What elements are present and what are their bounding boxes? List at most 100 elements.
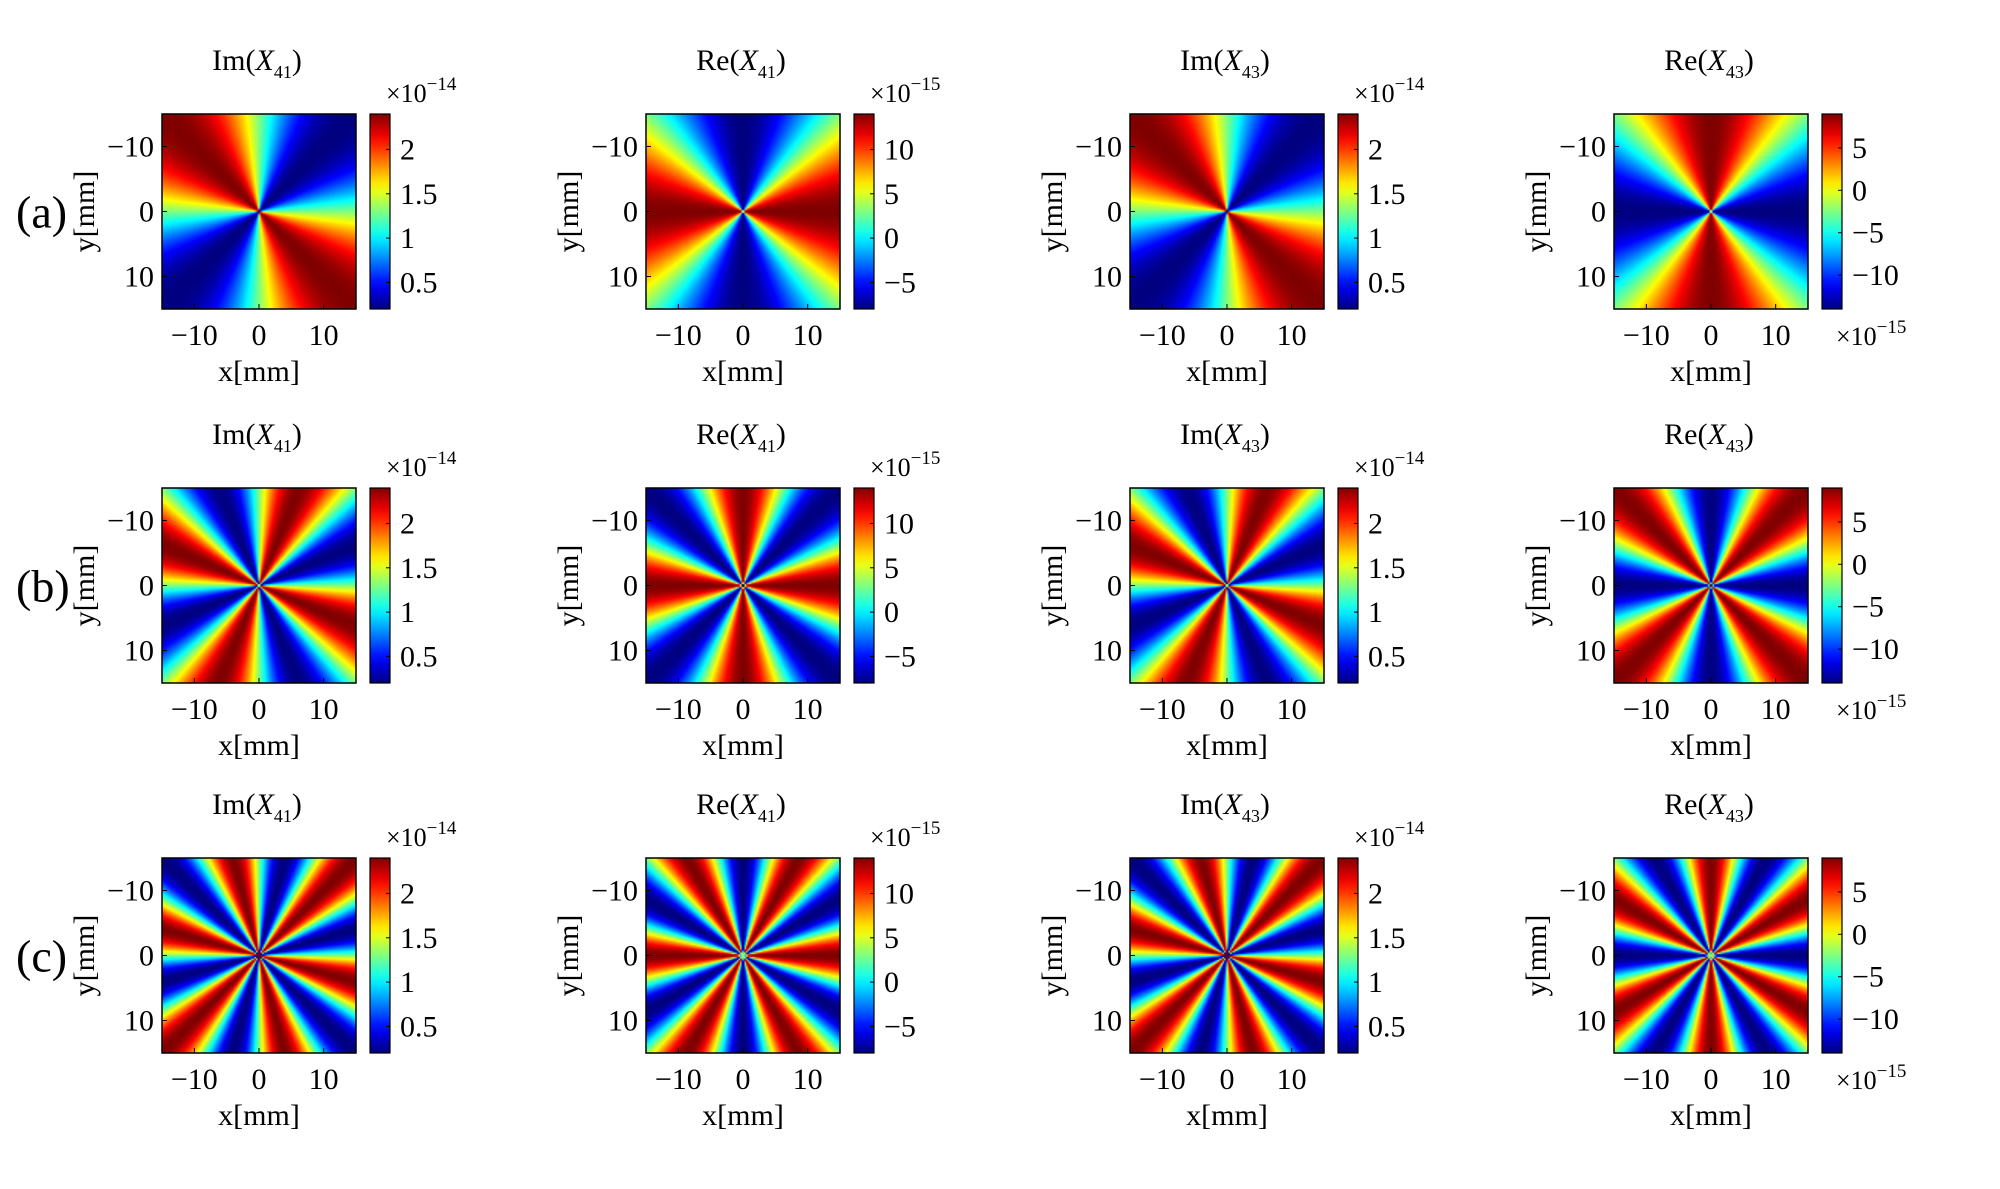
y-axis-label: y[mm] [1036,171,1069,253]
title-variable: X [739,44,760,77]
x-tick-label: −10 [171,1063,218,1096]
colorbar-tick-label: 2 [1368,133,1383,166]
title-variable: X [1707,418,1728,451]
heatmap-image [1614,488,1808,683]
x-tick-label: −10 [1623,319,1670,352]
multiplier-exponent: −14 [1395,448,1425,469]
y-tick-label: 0 [1107,940,1122,973]
y-axis-label: y[mm] [1520,171,1553,253]
y-tick-label: −10 [1559,875,1606,908]
title-subscript: 43 [1242,62,1260,82]
colorbar-tick-label: 0 [1852,548,1867,581]
y-axis-label: y[mm] [1036,915,1069,997]
title-subscript: 43 [1726,436,1744,456]
multiplier-base: ×10 [1354,823,1395,852]
panel-title: Im(X43) [1180,788,1270,826]
panel-b-re43: Re(X43)−10 0 10x[mm]−10010y[mm]50−5−10×10−… [1520,418,1906,762]
x-tick-label: 10 [1761,319,1791,352]
colorbar [853,857,875,1054]
colorbar-tick-label: 1 [1368,966,1383,999]
title-variable: X [739,418,760,451]
colorbar-tick-label: 0 [1852,918,1867,951]
heatmap-image [646,858,840,1053]
x-tick-label: 0 [1704,693,1719,726]
multiplier-exponent: −14 [1395,818,1425,839]
x-axis-label: x[mm] [218,729,300,762]
panel-a-im43: Im(X43)−10 0 10x[mm]−10010y[mm]21.510.5×10… [1036,44,1425,388]
colorbar-tick-label: 1.5 [400,178,438,211]
panel-c-im43: Im(X43)−10 0 10x[mm]−10010y[mm]21.510.5×10… [1036,788,1425,1132]
title-prefix: Im( [1180,44,1223,77]
multiplier-base: ×10 [386,453,427,482]
colorbar-tick-label: 1.5 [1368,178,1406,211]
colorbar-multiplier: ×10−15 [870,448,940,482]
colorbar-multiplier: ×10−15 [1836,317,1906,351]
panel-a-im41: Im(X41)−10 0 10x[mm]−10010y[mm]21.510.5×10… [68,44,457,388]
panel-title: Re(X41) [696,44,786,82]
colorbar-multiplier: ×10−15 [1836,691,1906,725]
colorbar-tick-label: 0 [884,966,899,999]
y-tick-label: 10 [1092,1005,1122,1038]
x-tick-label: 0 [736,319,751,352]
heatmap-image [1614,114,1808,309]
colorbar [1337,857,1359,1054]
x-axis-label: x[mm] [218,355,300,388]
title-prefix: Re( [696,788,739,821]
panel-title: Re(X43) [1664,44,1754,82]
y-tick-label: −10 [1075,505,1122,538]
heatmap-image [646,488,840,683]
multiplier-exponent: −14 [1395,74,1425,95]
colorbar-tick-label: 1 [1368,596,1383,629]
y-tick-label: 10 [1092,635,1122,668]
y-axis-label: y[mm] [552,915,585,997]
y-tick-label: 10 [608,1005,638,1038]
x-axis-label: x[mm] [1186,729,1268,762]
colorbar-tick-label: 1.5 [1368,922,1406,955]
colorbar-tick-label: 0 [884,596,899,629]
colorbar-tick-label: −5 [884,266,916,299]
heatmap-image [162,114,356,309]
y-tick-label: −10 [591,505,638,538]
title-suffix: ) [1260,418,1270,451]
colorbar-multiplier: ×10−15 [870,74,940,108]
colorbar [853,113,875,310]
title-suffix: ) [1744,418,1754,451]
row-label: (c) [16,931,67,982]
x-axis-label: x[mm] [702,355,784,388]
heatmap-image [1130,114,1324,309]
colorbar-tick-label: −5 [1852,961,1884,994]
x-axis-label: x[mm] [702,1099,784,1132]
title-prefix: Im( [212,418,255,451]
colorbar-tick-label: 1 [1368,222,1383,255]
x-tick-label: −10 [171,319,218,352]
x-tick-label: 10 [309,319,339,352]
colorbar-tick-label: 0.5 [1368,266,1406,299]
colorbar-tick-label: 2 [1368,507,1383,540]
multiplier-base: ×10 [870,79,911,108]
x-tick-label: −10 [171,693,218,726]
colorbar-tick-label: 0 [1852,174,1867,207]
y-tick-label: 0 [1591,940,1606,973]
multiplier-exponent: −14 [427,74,457,95]
y-tick-label: −10 [1559,505,1606,538]
title-prefix: Im( [212,788,255,821]
colorbar-tick-label: 1.5 [400,552,438,585]
colorbar-tick-label: 0.5 [400,1010,438,1043]
multiplier-base: ×10 [1836,696,1877,725]
multiplier-base: ×10 [1836,322,1877,351]
x-tick-label: −10 [1623,1063,1670,1096]
x-tick-label: 10 [1277,1063,1307,1096]
y-tick-label: 10 [124,261,154,294]
title-subscript: 41 [758,806,776,826]
x-axis-label: x[mm] [1670,1099,1752,1132]
panel-title: Re(X43) [1664,418,1754,456]
y-tick-label: 0 [139,940,154,973]
colorbar-tick-label: −10 [1852,1003,1899,1036]
title-variable: X [1223,788,1244,821]
y-tick-label: 10 [1092,261,1122,294]
colorbar-tick-label: 1.5 [400,922,438,955]
title-subscript: 41 [274,62,292,82]
y-tick-label: 0 [623,570,638,603]
x-tick-label: −10 [1139,319,1186,352]
title-subscript: 43 [1242,806,1260,826]
